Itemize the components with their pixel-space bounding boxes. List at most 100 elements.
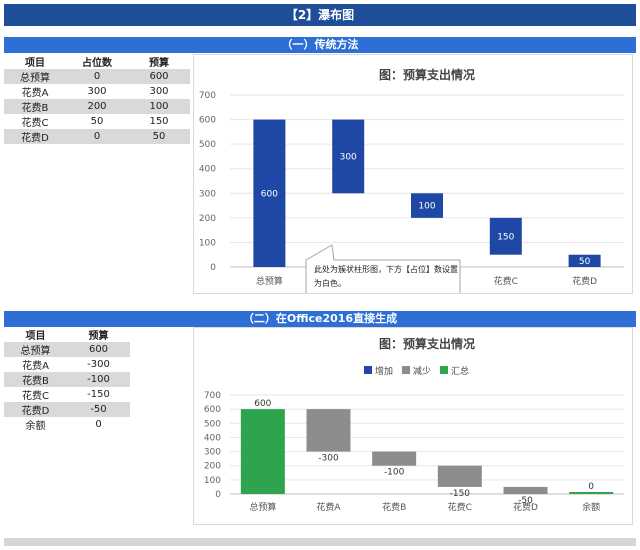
table-cell: 100	[128, 99, 190, 114]
x-tick-label: 花费B	[382, 501, 406, 513]
table-cell: -50	[67, 402, 130, 417]
table-traditional: 项目 占位数 预算 总预算 0 600 花费A 300 300 花费B 200 100 花费C 50 15…	[4, 54, 190, 144]
table-cell: 总预算	[4, 342, 67, 357]
bar	[332, 119, 365, 194]
table-cell: 花费D	[4, 402, 67, 417]
y-tick-label: 700	[204, 391, 221, 401]
table-cell: -100	[67, 372, 130, 387]
section1-title: （一）传统方法	[4, 37, 636, 53]
table-row: 花费D -50	[4, 402, 130, 417]
table-cell: 花费C	[22, 391, 49, 402]
bar	[568, 254, 601, 267]
bar	[569, 492, 614, 494]
x-tick-label: 花费C	[494, 275, 518, 287]
data-label: 50	[579, 257, 591, 267]
table-cell: 0	[66, 69, 128, 84]
data-label: 300	[340, 152, 357, 162]
chart-title: 图：预算支出情况	[379, 67, 475, 82]
y-tick-label: 200	[204, 462, 221, 472]
table-cell: 300	[149, 86, 169, 97]
y-tick-label: 300	[204, 448, 221, 458]
data-label: 600	[254, 399, 271, 409]
table-cell: 花费C	[21, 118, 49, 129]
y-tick-label: 500	[199, 140, 216, 150]
callout-text: 为白色。	[314, 278, 346, 288]
legend-label: 减少	[413, 365, 431, 377]
bar	[240, 409, 285, 494]
table-row: 总预算 0 600	[4, 69, 190, 84]
table1-header: 项目	[25, 58, 45, 69]
x-tick-label: 花费A	[316, 501, 341, 513]
x-tick-label: 总预算	[256, 275, 283, 287]
table-cell: 花费B	[4, 372, 67, 387]
table-cell: 花费B	[4, 99, 66, 114]
data-label: 150	[497, 232, 514, 242]
table-cell: 花费A	[21, 88, 49, 99]
x-tick-label: 花费D	[572, 275, 597, 287]
y-tick-label: 400	[204, 433, 221, 443]
bar	[411, 193, 443, 218]
table-cell: -300	[87, 359, 110, 370]
legend-swatch	[440, 366, 448, 374]
table-cell: 200	[66, 99, 128, 114]
table2-header: 项目	[25, 331, 46, 342]
y-tick-label: 0	[215, 490, 221, 500]
x-tick-label: 余额	[582, 501, 600, 513]
y-tick-label: 200	[199, 214, 216, 224]
table-row: 花费D 0 50	[4, 129, 190, 144]
table-row: 花费A -300	[4, 357, 130, 372]
data-label: -100	[384, 468, 405, 478]
bar	[437, 465, 482, 487]
bottom-strip	[4, 538, 636, 546]
bar	[372, 451, 417, 466]
table-cell: 600	[67, 342, 130, 357]
bar	[306, 409, 351, 452]
legend-label: 汇总	[451, 365, 469, 377]
table-office2016: 项目 预算 总预算 600 花费A -300 花费B -100 花费C -150 花费D -50 余额…	[4, 327, 130, 432]
y-tick-label: 100	[199, 238, 216, 248]
table-cell: 50	[128, 129, 190, 144]
data-label: -300	[318, 454, 339, 464]
table-row: 总预算 600	[4, 342, 130, 357]
table-cell: 0	[66, 129, 128, 144]
table-cell: 0	[95, 419, 102, 430]
y-tick-label: 700	[199, 91, 216, 101]
table2-header: 预算	[88, 331, 109, 342]
bar	[503, 486, 548, 494]
table-cell: 600	[128, 69, 190, 84]
table-cell: -150	[87, 389, 110, 400]
table-cell: 余额	[25, 421, 46, 432]
chart-title: 图：预算支出情况	[379, 336, 475, 351]
callout-box	[305, 244, 461, 293]
y-tick-label: 600	[204, 405, 221, 415]
table-cell: 50	[90, 116, 104, 127]
table-row: 花费C -150	[4, 387, 130, 402]
data-label: 600	[261, 189, 278, 199]
x-tick-label: 总预算	[249, 501, 276, 513]
table-row: 花费B 200 100	[4, 99, 190, 114]
table-cell: 总预算	[4, 69, 66, 84]
bar	[489, 217, 522, 255]
y-tick-label: 600	[199, 116, 216, 126]
table1-header: 占位数	[82, 58, 112, 69]
y-tick-label: 100	[204, 476, 221, 486]
table1-header: 预算	[149, 58, 169, 69]
table-row: 花费A 300 300	[4, 84, 190, 99]
table-row: 花费B -100	[4, 372, 130, 387]
y-tick-label: 0	[210, 263, 216, 273]
data-label: 0	[588, 482, 594, 492]
section2-title: （二）在Office2016直接生成	[4, 311, 636, 327]
chart-traditional: 图：预算支出情况 0 100 200 300 400 500 600 700 600 总预算 300 花…	[193, 54, 633, 294]
data-label: -50	[518, 496, 533, 506]
chart-office2016: 图：预算支出情况增加 减少 汇总 0 100 200 300 400 500 600 700 600 总…	[193, 327, 633, 525]
page-title: 【2】瀑布图	[4, 4, 636, 26]
legend-swatch	[364, 366, 372, 374]
table-row: 余额 0	[4, 417, 130, 432]
bar	[253, 119, 286, 267]
y-tick-label: 500	[204, 419, 221, 429]
data-label: 100	[418, 202, 435, 212]
table-cell: 花费A	[22, 361, 49, 372]
legend-label: 增加	[375, 365, 393, 377]
table-cell: 150	[149, 116, 169, 127]
x-tick-label: 花费D	[513, 501, 538, 513]
